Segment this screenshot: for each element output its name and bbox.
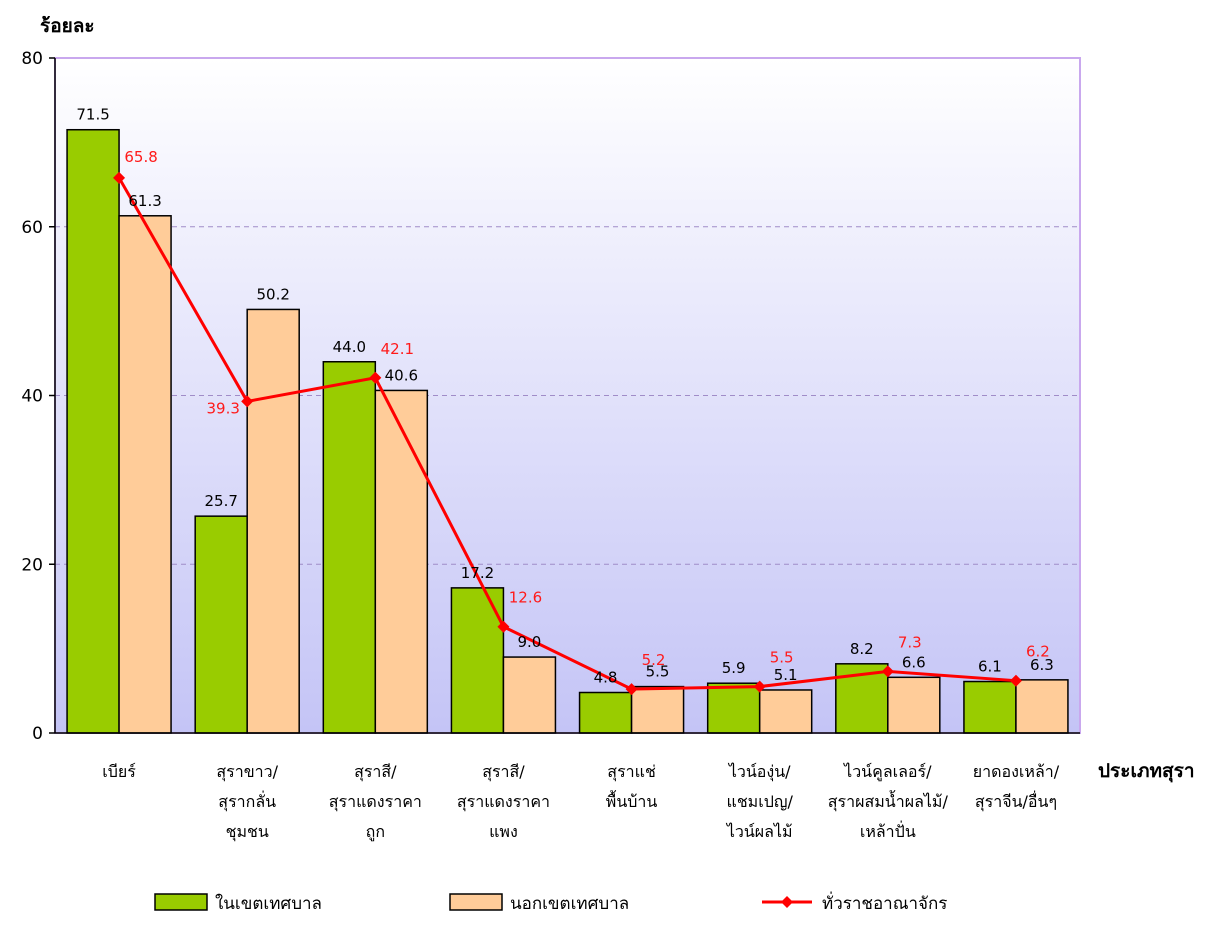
trend-line — [113, 171, 1022, 696]
x-category-label: ไวน์องุ่น/แชมเปญ/ไวน์ผลไม้ — [725, 762, 794, 841]
bar-value-label: 5.5 — [646, 663, 670, 681]
x-category-line: สุราขาว/ — [216, 762, 278, 782]
x-category-line: สุราแดงราคา — [329, 792, 422, 812]
line-point — [241, 395, 254, 408]
bar — [706, 682, 761, 734]
y-tick-label: 40 — [21, 387, 43, 407]
line-point — [113, 171, 126, 184]
bar — [963, 680, 1017, 734]
line-value-label: 7.3 — [898, 633, 922, 651]
bar — [194, 515, 248, 734]
bars — [66, 128, 1069, 734]
x-category-line: สุราสี/ — [482, 762, 525, 782]
x-category-line: ชุมชน — [226, 822, 269, 842]
x-category-line: แพง — [489, 822, 518, 841]
bar-value-label: 6.3 — [1030, 656, 1054, 674]
x-category-line: แชมเปญ/ — [727, 792, 794, 811]
y-tick-label: 80 — [21, 49, 43, 69]
bar — [322, 361, 377, 734]
bar — [630, 685, 685, 734]
line-point — [753, 680, 766, 693]
line-point — [625, 683, 638, 696]
x-category-line: สุราจีน/อื่นๆ — [975, 790, 1057, 812]
x-category-line: ยาดองเหล้า/ — [973, 762, 1060, 781]
x-category-line: สุราผสมน้ำผลไม้/ — [828, 790, 949, 812]
bar-value-label: 25.7 — [204, 492, 237, 510]
x-category-line: ไวน์คูลเลอร์/ — [842, 762, 932, 782]
x-category-label: สุราสี/ สุราแดงราคาถูก — [329, 762, 422, 842]
x-categories: เบียร์ สุราขาว/สุรากลั่นชุมชน สุราสี/ สุราแ… — [102, 762, 1059, 842]
bar — [118, 215, 172, 734]
bar — [1015, 679, 1069, 734]
x-category-line: พื้นบ้าน — [606, 790, 658, 811]
bar — [66, 128, 120, 734]
x-category-label: เบียร์ — [102, 762, 136, 781]
bar-value-label: 8.2 — [850, 640, 874, 658]
data-labels: 71.5 25.7 44.0 17.2 4.8 5.9 8.2 6.1 61.3 50.2 40.6… — [76, 106, 1054, 687]
bar-value-label: 9.0 — [518, 633, 542, 651]
y-axis-title: ร้อยละ — [40, 15, 95, 37]
y-tick-label: 60 — [21, 218, 43, 238]
bar — [374, 389, 429, 734]
x-category-label: ยาดองเหล้า/สุราจีน/อื่นๆ — [973, 762, 1060, 812]
legend-label: ในเขตเทศบาล — [215, 893, 322, 914]
bar-value-label: 61.3 — [128, 192, 161, 210]
x-category-label: สุราแช่พื้นบ้าน — [606, 762, 658, 811]
x-category-line: สุราแช่ — [607, 762, 656, 782]
y-ticks: 0 20 40 60 80 — [21, 49, 55, 744]
x-category-line: เบียร์ — [102, 762, 136, 781]
line-point — [1009, 674, 1022, 687]
bar-value-label: 5.1 — [774, 666, 798, 684]
bar-value-label: 17.2 — [461, 564, 494, 582]
x-category-line: ถูก — [366, 822, 385, 842]
bar-value-label: 50.2 — [256, 285, 289, 303]
x-category-label: สุราขาว/สุรากลั่นชุมชน — [216, 762, 278, 842]
bar-value-label: 40.6 — [385, 366, 418, 384]
legend-swatch — [449, 893, 503, 911]
legend-label: ทั่วราชอาณาจักร — [822, 891, 947, 914]
line-point — [369, 371, 382, 384]
x-category-label: สุราสี/ สุราแดงราคาแพง — [457, 762, 550, 841]
x-category-line: ไวน์องุ่น/ — [727, 762, 791, 782]
line-value-label: 5.5 — [770, 649, 794, 667]
line-value-label: 5.2 — [642, 651, 666, 669]
bar-value-label: 71.5 — [76, 106, 109, 124]
line-series — [117, 177, 1017, 691]
x-category-line: สุราแดงราคา — [457, 792, 550, 812]
bar — [758, 689, 813, 734]
legend: ในเขตเทศบาล นอกเขตเทศบาล ทั่วราชอาณาจักร — [154, 891, 947, 914]
x-axis-title: ประเภทสุรา — [1098, 760, 1194, 783]
bar — [502, 656, 557, 734]
line-value-label: 65.8 — [124, 148, 157, 166]
bar — [887, 676, 941, 734]
bar-value-label: 44.0 — [333, 338, 366, 356]
bar — [246, 308, 300, 734]
line-value-label: 42.1 — [381, 340, 414, 358]
line-value-label: 39.3 — [206, 399, 239, 417]
line-value-label: 6.2 — [1026, 643, 1050, 661]
bar-value-label: 4.8 — [594, 669, 618, 687]
x-category-line: ไวน์ผลไม้ — [725, 822, 793, 841]
line-point — [881, 665, 894, 678]
bar-value-label: 5.9 — [722, 659, 746, 677]
bar-value-label: 6.1 — [978, 658, 1002, 676]
bar-value-label: 6.6 — [902, 653, 926, 671]
legend-label: นอกเขตเทศบาล — [510, 894, 629, 914]
x-category-label: ไวน์คูลเลอร์/ สุราผสมน้ำผลไม้/ เหล้าปั่น — [828, 762, 949, 841]
legend-marker — [781, 896, 793, 908]
x-category-line: เหล้าปั่น — [860, 820, 916, 841]
x-category-line: สุรากลั่น — [218, 790, 276, 812]
line-value-label: 12.6 — [509, 589, 542, 607]
legend-swatch — [154, 893, 208, 911]
bar — [578, 691, 633, 734]
line-point — [497, 620, 510, 633]
y-tick-label: 0 — [32, 724, 43, 744]
y-tick-label: 20 — [21, 555, 43, 575]
x-category-line: สุราสี/ — [354, 762, 397, 782]
